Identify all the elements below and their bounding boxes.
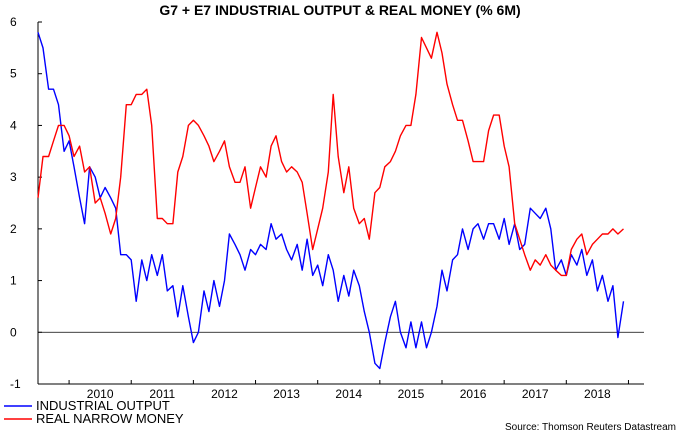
x-ticks: 2010 2011 2012 2013 2014 2015 2016 2017 2018 <box>68 380 629 401</box>
legend: INDUSTRIAL OUTPUT REAL NARROW MONEY <box>4 398 184 426</box>
y-ticks: -1 0 1 2 3 4 5 6 <box>10 15 42 391</box>
legend-label-industrial-output: INDUSTRIAL OUTPUT <box>36 398 170 413</box>
y-tick-label: 3 <box>10 170 17 184</box>
x-tick-label: 2011 <box>149 387 175 401</box>
x-tick-label: 2012 <box>211 387 238 401</box>
y-tick-label: 5 <box>10 67 17 81</box>
x-tick-label: 2016 <box>460 387 487 401</box>
y-tick-label: -1 <box>10 377 21 391</box>
series-line-real-narrow-money <box>37 31 624 277</box>
chart-title: G7 + E7 INDUSTRIAL OUTPUT & REAL MONEY (… <box>159 2 520 18</box>
x-tick-label: 2017 <box>522 387 549 401</box>
x-tick-label: 2010 <box>87 387 114 401</box>
x-tick-label: 2018 <box>584 387 611 401</box>
x-tick-label: 2013 <box>273 387 300 401</box>
plot-frame <box>37 22 644 385</box>
series-group <box>37 31 625 370</box>
legend-label-real-narrow-money: REAL NARROW MONEY <box>36 411 184 426</box>
y-tick-label: 4 <box>10 118 17 132</box>
y-tick-label: 6 <box>10 15 17 29</box>
series-line-industrial-output <box>37 32 625 370</box>
y-tick-label: 0 <box>10 325 17 339</box>
y-tick-label: 1 <box>10 274 17 288</box>
y-tick-label: 2 <box>10 222 17 236</box>
x-tick-label: 2015 <box>398 387 425 401</box>
source-note: Source: Thomson Reuters Datastream <box>505 422 676 433</box>
x-tick-label: 2014 <box>335 387 362 401</box>
